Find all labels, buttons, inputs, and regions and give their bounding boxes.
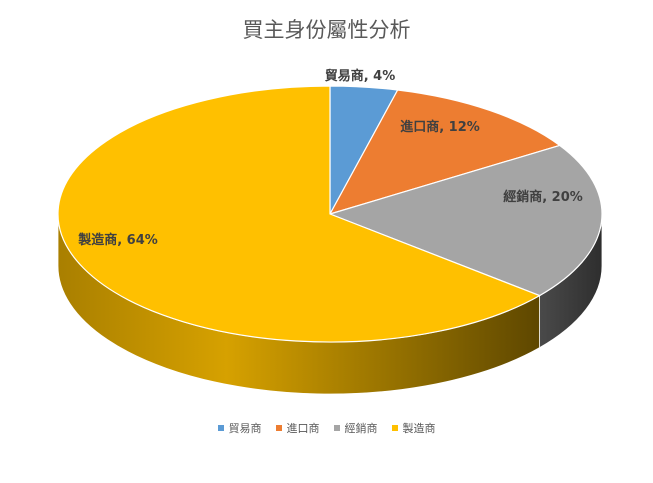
legend-item-1: 進口商 <box>275 420 320 436</box>
slice-3 <box>57 85 541 343</box>
legend-swatch <box>217 425 224 431</box>
slice-2 <box>328 144 603 297</box>
data-label-1: 進口商, 12% <box>400 119 480 135</box>
data-label-2: 經銷商, 20% <box>503 189 583 205</box>
data-label-0: 貿易商, 4% <box>325 68 396 84</box>
legend-label: 經銷商 <box>344 422 378 435</box>
slice-1 <box>328 89 561 215</box>
legend-item-3: 製造商 <box>391 420 436 436</box>
legend-swatch <box>333 425 340 431</box>
legend-item-2: 經銷商 <box>333 420 378 436</box>
legend-label: 貿易商 <box>228 422 262 435</box>
legend: 貿易商 進口商 經銷商 製造商 <box>0 420 653 436</box>
legend-swatch <box>391 425 398 431</box>
legend-label: 進口商 <box>286 422 320 435</box>
data-label-3: 製造商, 64% <box>77 232 158 248</box>
legend-item-0: 貿易商 <box>217 420 262 436</box>
chart-title: 買主身份屬性分析 <box>242 18 411 42</box>
legend-label: 製造商 <box>402 422 436 435</box>
legend-swatch <box>275 425 282 431</box>
